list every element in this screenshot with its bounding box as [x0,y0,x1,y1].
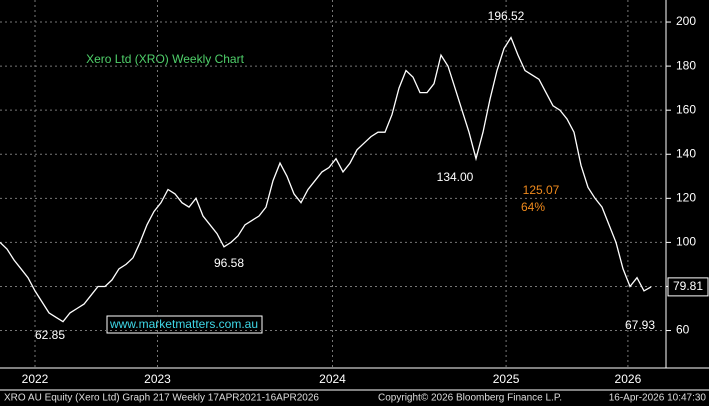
annotation: 134.00 [437,170,474,184]
last-price-label: 79.81 [673,279,703,293]
price-line [0,36,652,323]
chart-title: Xero Ltd (XRO) Weekly Chart [86,52,244,66]
footer-center: Copyright© 2026 Bloomberg Finance L.P. [378,393,562,404]
annotation: 64% [521,200,545,214]
x-tick-label: 2024 [319,372,346,386]
footer-left: XRO AU Equity (Xero Ltd) Graph 217 Weekl… [4,393,319,404]
annotation: 62.85 [35,328,65,342]
watermark: www.marketmatters.com.au [109,317,258,331]
footer-right: 16-Apr-2026 10:47:30 [609,393,707,404]
watermark-box [106,315,263,334]
y-tick-label: 180 [676,58,696,72]
annotation: 67.93 [625,318,655,332]
last-price-box [667,277,709,297]
x-tick-label: 2025 [493,372,520,386]
annotation: 196.52 [488,9,525,23]
annotation: 125.07 [523,183,560,197]
y-tick-label: 100 [676,235,696,249]
x-tick-label: 2023 [144,372,171,386]
x-tick-label: 2022 [22,372,49,386]
y-tick-label: 140 [676,146,696,160]
y-tick-label: 60 [676,323,690,337]
annotation: 96.58 [214,256,244,270]
x-tick-label: 2026 [615,372,642,386]
y-tick-label: 160 [676,102,696,116]
y-tick-label: 200 [676,14,696,28]
y-tick-label: 120 [676,190,696,204]
